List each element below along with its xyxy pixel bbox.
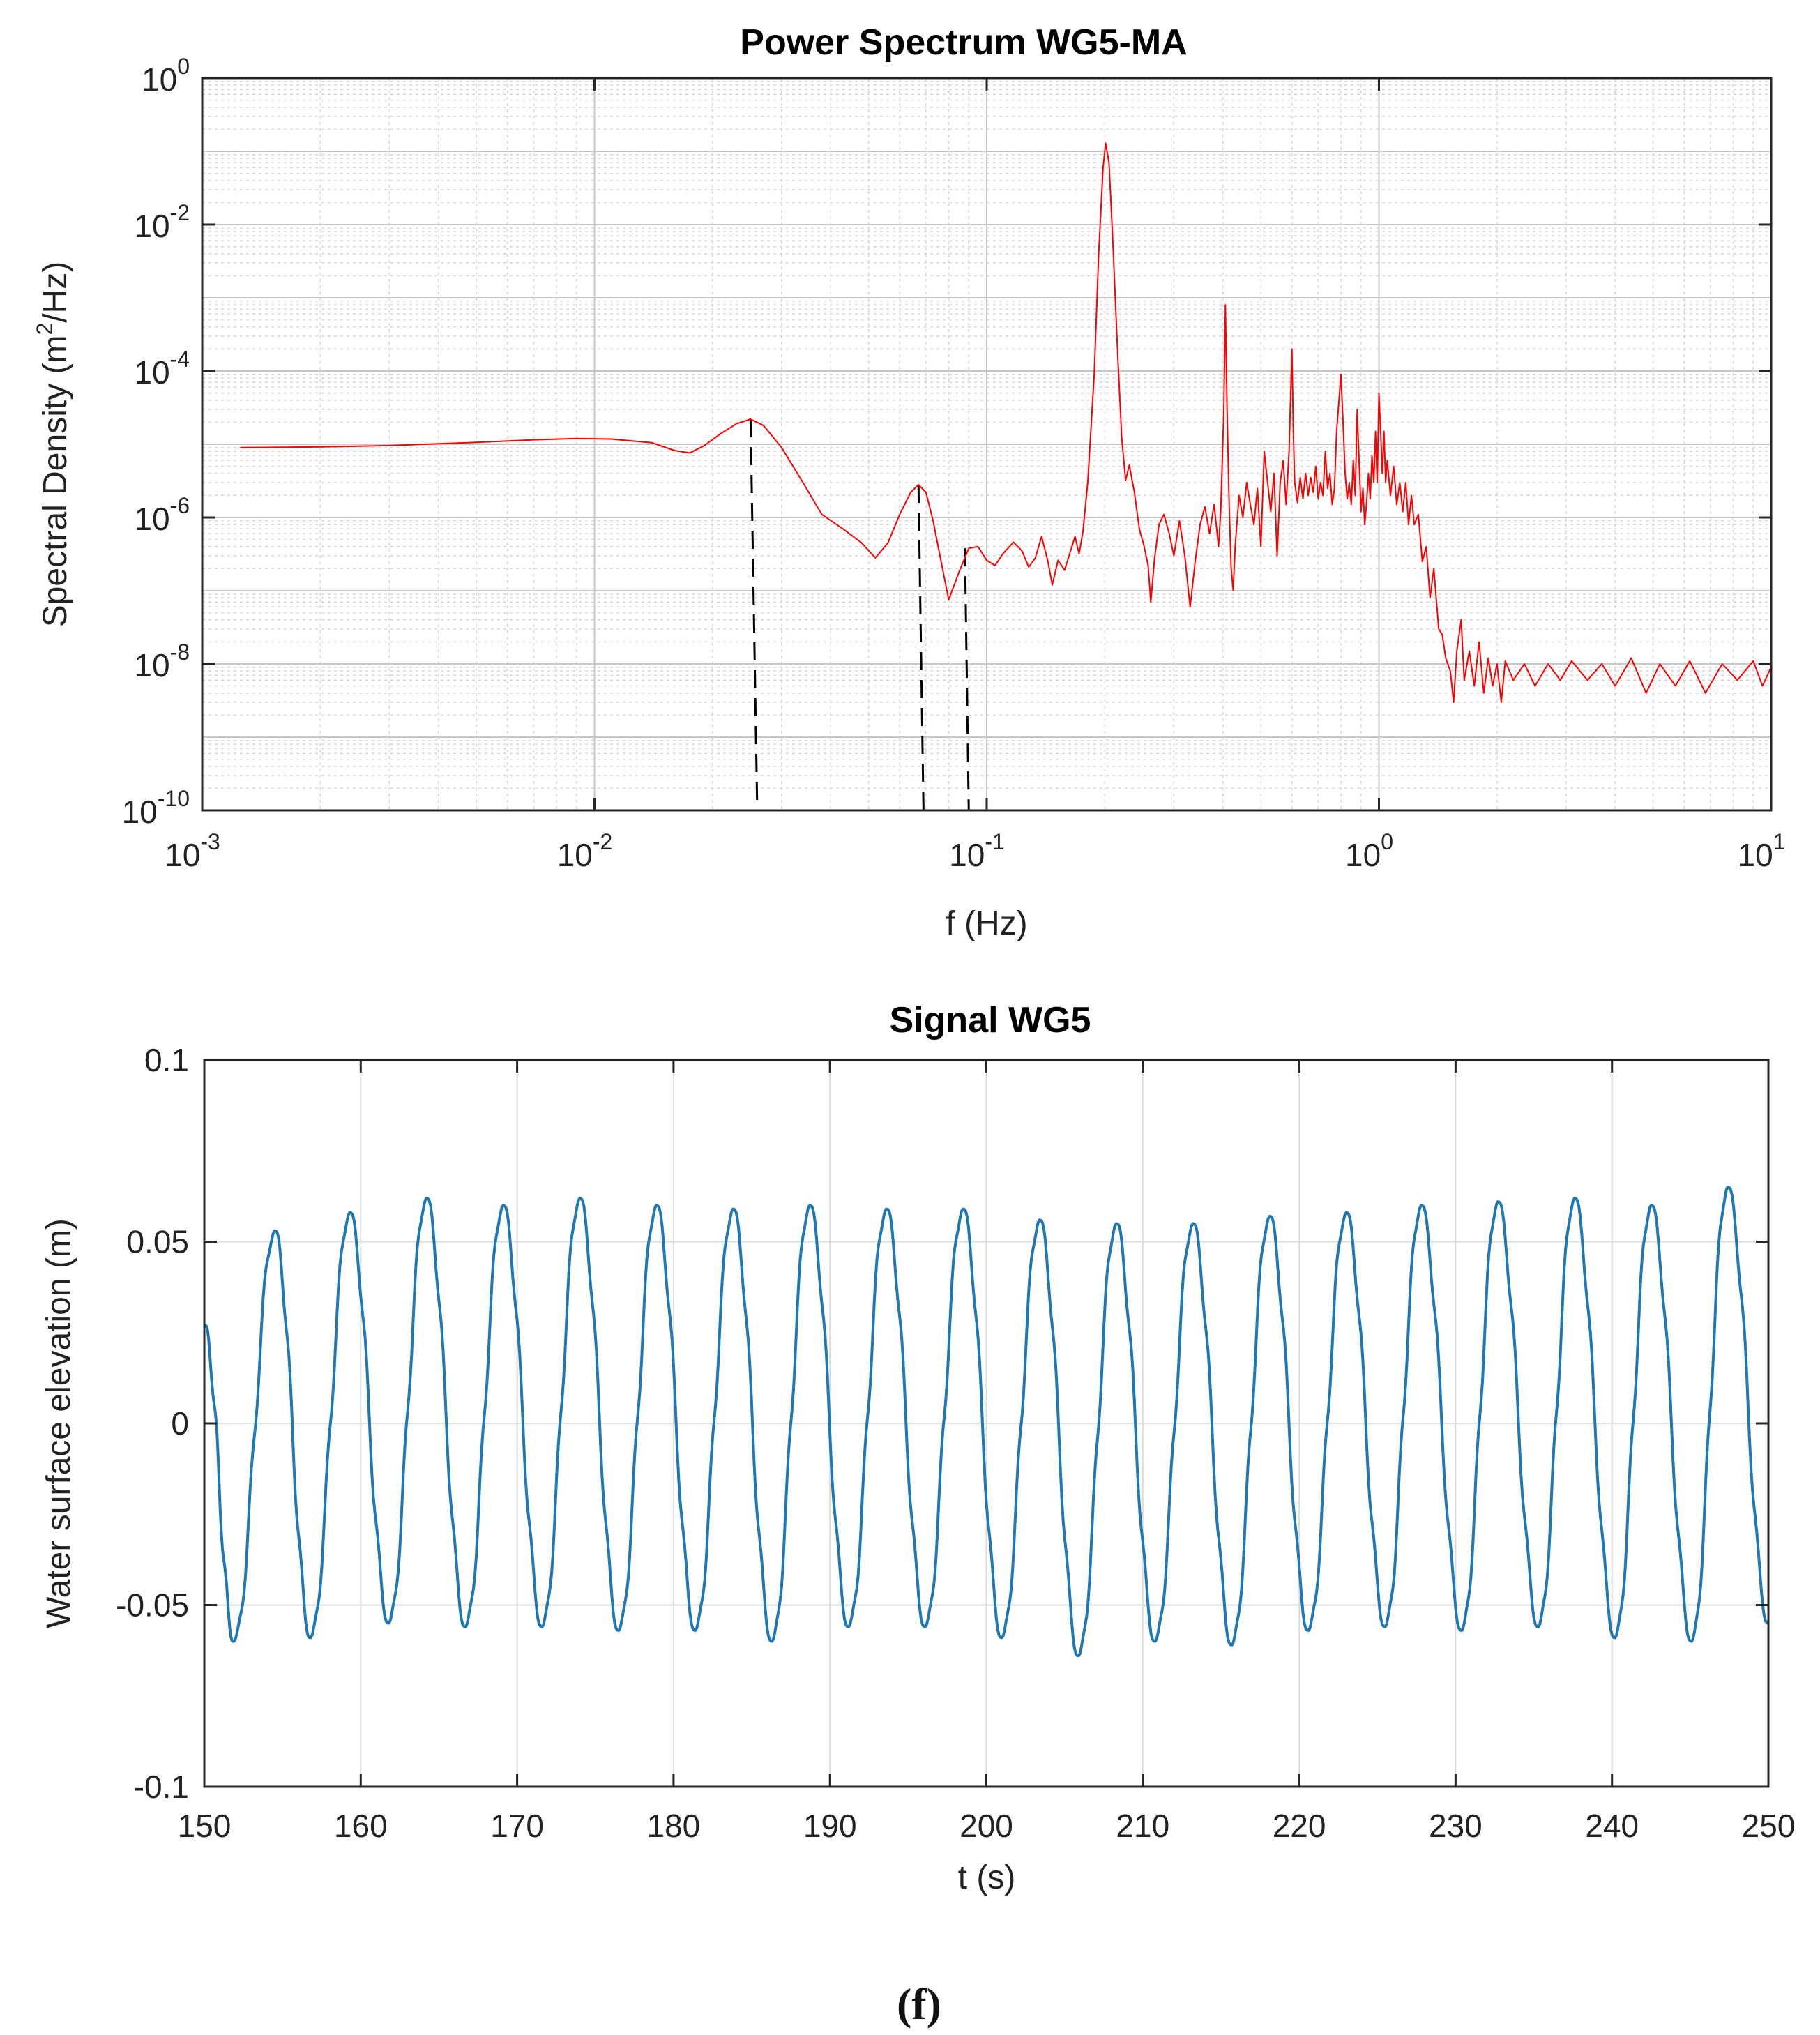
spectrum-x-tick-label: 10-2 (557, 829, 613, 873)
spectrum-tick-marks (201, 77, 1773, 812)
tick-base: 10 (122, 794, 158, 830)
spectrum-x-tick-labels: 10-3 10-2 10-1 100 101 (165, 829, 1785, 873)
spectrum-y-label-sup: 2 (32, 323, 57, 335)
tick-base: 10 (949, 837, 985, 873)
signal-x-tick-label: 160 (334, 1808, 388, 1844)
tick-exponent: -2 (593, 829, 612, 854)
tick-exponent: 0 (177, 54, 190, 79)
signal-title: Signal WG5 (890, 1000, 1091, 1041)
tick-base: 10 (134, 647, 169, 683)
tick-exponent: -8 (170, 640, 190, 665)
spectrum-grid (202, 78, 1771, 810)
figure-caption: (f) (897, 1979, 941, 2029)
signal-tick-marks (203, 1059, 1770, 1788)
spectrum-y-tick-label: 10-10 (122, 786, 190, 830)
spectrum-x-tick-label: 10-1 (949, 829, 1005, 873)
spectrum-x-tick-label: 10-3 (165, 829, 220, 873)
tick-base: 10 (1738, 837, 1773, 873)
signal-x-tick-labels: 150 160 170 180 190 200 210 220 230 240 250 (178, 1808, 1796, 1844)
signal-x-tick-label: 150 (178, 1808, 232, 1844)
tick-base: 10 (165, 837, 200, 873)
tick-exponent: -1 (985, 829, 1004, 854)
tick-base: 10 (1345, 837, 1381, 873)
tick-exponent: -2 (170, 200, 190, 225)
signal-y-tick-label: 0.1 (144, 1042, 189, 1078)
spectrum-peak-markers (749, 419, 970, 811)
spectrum-y-tick-label: 10-8 (134, 640, 190, 683)
spectrum-peak-marker-line (749, 419, 759, 811)
spectrum-x-tick-label: 100 (1345, 829, 1393, 873)
spectrum-y-tick-label: 10-4 (134, 347, 190, 391)
signal-x-tick-label: 190 (803, 1808, 857, 1844)
signal-x-tick-label: 210 (1116, 1808, 1169, 1844)
signal-x-tick-label: 220 (1273, 1808, 1326, 1844)
spectrum-title: Power Spectrum WG5-MA (740, 22, 1187, 63)
signal-y-axis-label: Water surface elevation (m) (40, 1218, 77, 1628)
tick-exponent: -4 (170, 347, 190, 372)
signal-y-tick-label: -0.05 (116, 1587, 189, 1624)
signal-x-tick-label: 230 (1429, 1808, 1482, 1844)
signal-y-tick-label: 0 (171, 1405, 189, 1442)
signal-x-tick-label: 180 (647, 1808, 701, 1844)
tick-exponent: 0 (1381, 829, 1393, 854)
spectrum-y-tick-label: 10-6 (134, 493, 190, 537)
tick-exponent: -6 (170, 493, 190, 518)
tick-exponent: -10 (158, 786, 190, 811)
tick-base: 10 (134, 208, 169, 244)
spectrum-peak-marker-line (964, 548, 970, 811)
spectrum-y-label-main: Spectral Density (m (37, 335, 74, 628)
signal-x-tick-label: 250 (1742, 1808, 1796, 1844)
spectrum-y-tick-label: 10-2 (134, 200, 190, 244)
tick-exponent: -3 (200, 829, 220, 854)
tick-base: 10 (134, 354, 169, 391)
spectrum-chart: Power Spectrum WG5-MA 10-3 10-2 10-1 100 101… (32, 22, 1785, 942)
tick-exponent: 1 (1773, 829, 1786, 854)
signal-x-axis-label: t (s) (958, 1859, 1016, 1896)
spectrum-y-tick-label: 100 (142, 54, 190, 98)
signal-y-tick-labels: 0.1 0.05 0 -0.05 -0.1 (116, 1042, 189, 1805)
signal-series-line (204, 1186, 1769, 1658)
tick-base: 10 (142, 61, 177, 98)
signal-x-tick-label: 240 (1585, 1808, 1639, 1844)
signal-x-tick-label: 200 (960, 1808, 1013, 1844)
spectrum-x-tick-label: 101 (1738, 829, 1786, 873)
spectrum-y-axis-label: Spectral Density (m2/Hz) (32, 262, 74, 628)
signal-y-tick-label: -0.1 (134, 1769, 189, 1805)
tick-base: 10 (134, 501, 169, 537)
signal-y-tick-label: 0.05 (126, 1224, 189, 1260)
signal-x-tick-label: 170 (490, 1808, 544, 1844)
spectrum-series-line (240, 142, 1772, 703)
tick-base: 10 (557, 837, 593, 873)
signal-grid (204, 1060, 1768, 1787)
spectrum-x-axis-label: f (Hz) (946, 905, 1027, 942)
signal-chart: Signal WG5 150 160 170 180 190 200 210 220 230 24… (40, 1000, 1795, 1896)
spectrum-y-label-unit: /Hz) (37, 262, 74, 323)
